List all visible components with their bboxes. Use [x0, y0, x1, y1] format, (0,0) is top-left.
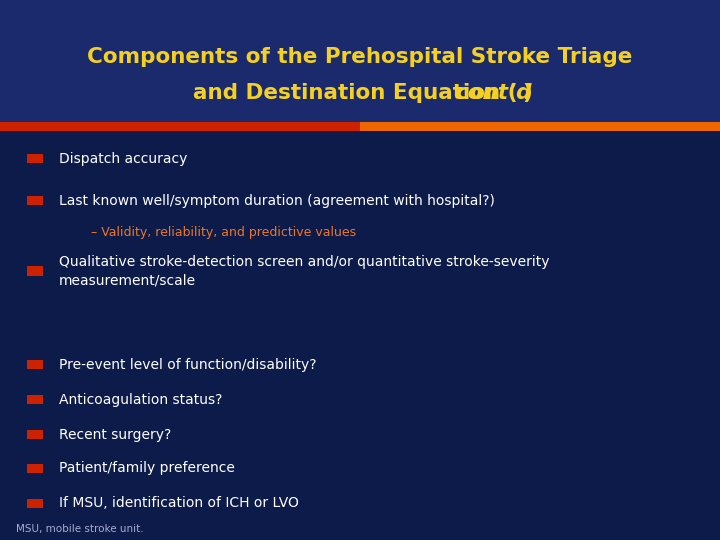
Text: If MSU, identification of ICH or LVO: If MSU, identification of ICH or LVO	[59, 496, 299, 510]
FancyBboxPatch shape	[27, 196, 43, 205]
Text: Patient/family preference: Patient/family preference	[59, 461, 235, 475]
FancyBboxPatch shape	[27, 463, 43, 473]
Text: Pre-event level of function/disability?: Pre-event level of function/disability?	[59, 357, 317, 372]
FancyBboxPatch shape	[0, 0, 720, 124]
Text: Qualitative stroke-detection screen and/or quantitative stroke-severity
measurem: Qualitative stroke-detection screen and/…	[59, 255, 549, 287]
Text: Components of the Prehospital Stroke Triage: Components of the Prehospital Stroke Tri…	[87, 46, 633, 67]
FancyBboxPatch shape	[27, 499, 43, 508]
FancyBboxPatch shape	[27, 154, 43, 163]
Text: Dispatch accuracy: Dispatch accuracy	[59, 152, 187, 166]
Text: ): )	[523, 83, 533, 103]
Text: – Validity, reliability, and predictive values: – Validity, reliability, and predictive …	[91, 226, 356, 239]
Text: cont’d: cont’d	[455, 83, 531, 103]
FancyBboxPatch shape	[27, 430, 43, 440]
Text: and Destination Equation (: and Destination Equation (	[193, 83, 518, 103]
FancyBboxPatch shape	[0, 122, 360, 131]
Text: MSU, mobile stroke unit.: MSU, mobile stroke unit.	[16, 523, 143, 534]
FancyBboxPatch shape	[27, 267, 43, 275]
FancyBboxPatch shape	[27, 395, 43, 404]
Text: Recent surgery?: Recent surgery?	[59, 428, 171, 442]
Text: Anticoagulation status?: Anticoagulation status?	[59, 393, 222, 407]
FancyBboxPatch shape	[27, 360, 43, 369]
FancyBboxPatch shape	[360, 122, 720, 131]
Text: Last known well/symptom duration (agreement with hospital?): Last known well/symptom duration (agreem…	[59, 194, 495, 208]
